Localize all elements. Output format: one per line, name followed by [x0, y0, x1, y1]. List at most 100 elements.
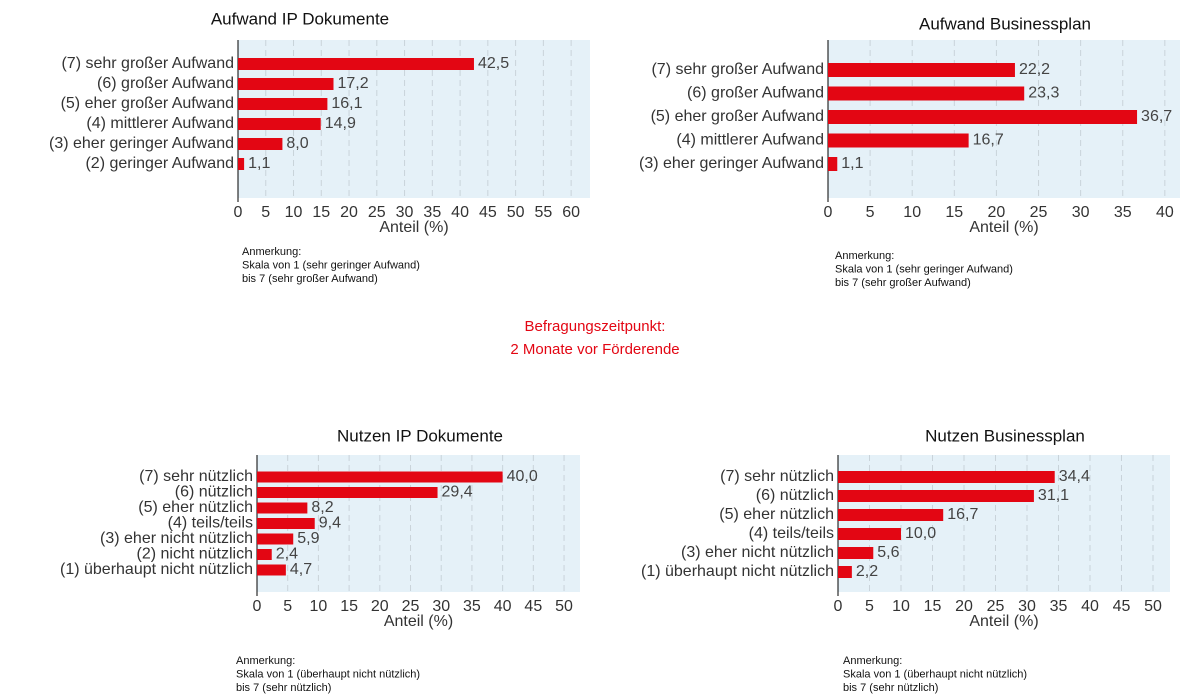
x-tick-label: 10: [310, 598, 328, 615]
y-tick-label: (6) großer Aufwand: [687, 85, 824, 102]
data-label: 40,0: [507, 468, 538, 485]
note: Skala von 1 (überhaupt nicht nützlich): [236, 668, 420, 680]
y-tick-label: (4) teils/teils: [749, 525, 834, 542]
note: bis 7 (sehr großer Aufwand): [835, 277, 971, 289]
x-tick-label: 20: [340, 204, 358, 221]
x-tick-label: 25: [368, 204, 386, 221]
bar: [257, 487, 438, 498]
bar: [257, 533, 294, 545]
y-tick-label: (4) mittlerer Aufwand: [86, 115, 234, 132]
x-tick-label: 5: [865, 598, 874, 615]
y-tick-label: (7) sehr großer Aufwand: [61, 55, 234, 72]
bar: [838, 566, 852, 578]
bar: [838, 490, 1034, 502]
bar: [257, 518, 315, 529]
note: Anmerkung:: [835, 250, 894, 262]
data-label: 16,1: [331, 95, 362, 112]
x-tick-label: 30: [1018, 598, 1036, 615]
bar: [238, 78, 334, 90]
data-label: 5,9: [297, 530, 319, 547]
note: Skala von 1 (überhaupt nicht nützlich): [843, 668, 1027, 680]
data-label: 22,2: [1019, 61, 1050, 78]
x-tick-label: 45: [1113, 598, 1131, 615]
y-tick-label: (7) sehr großer Aufwand: [651, 61, 824, 78]
note: Skala von 1 (sehr geringer Aufwand): [242, 259, 420, 271]
y-tick-label: (7) sehr nützlich: [720, 468, 834, 485]
x-tick-label: 5: [261, 204, 270, 221]
data-label: 23,3: [1028, 85, 1059, 102]
x-tick-label: 30: [432, 598, 450, 615]
x-tick-label: 55: [534, 204, 552, 221]
x-tick-label: 15: [312, 204, 330, 221]
data-label: 10,0: [905, 525, 936, 542]
x-tick-label: 20: [988, 204, 1006, 221]
x-tick-label: 10: [903, 204, 921, 221]
bar: [238, 98, 328, 110]
note: bis 7 (sehr nützlich): [236, 682, 331, 694]
y-tick-label: (5) eher nützlich: [719, 506, 834, 523]
x-axis-label: Anteil (%): [379, 219, 448, 236]
data-label: 16,7: [973, 132, 1004, 149]
x-tick-label: 40: [494, 598, 512, 615]
data-label: 8,2: [311, 499, 333, 516]
note: Anmerkung:: [236, 655, 295, 667]
bar: [838, 471, 1055, 483]
y-tick-label: (1) überhaupt nicht nützlich: [641, 563, 834, 580]
y-tick-label: (2) nicht nützlich: [137, 546, 254, 563]
bar: [838, 528, 901, 540]
note: Skala von 1 (sehr geringer Aufwand): [835, 263, 1013, 275]
chart-title: Aufwand IP Dokumente: [211, 9, 389, 28]
y-tick-label: (6) großer Aufwand: [97, 75, 234, 92]
annotation: Befragungszeitpunkt:: [525, 318, 666, 335]
bar: [828, 157, 838, 171]
data-label: 17,2: [337, 75, 368, 92]
x-tick-label: 45: [479, 204, 497, 221]
x-tick-label: 40: [1156, 204, 1174, 221]
x-tick-label: 50: [555, 598, 573, 615]
data-label: 36,7: [1141, 108, 1172, 125]
y-tick-label: (5) eher nützlich: [138, 499, 253, 516]
x-tick-label: 45: [524, 598, 542, 615]
bar: [257, 471, 503, 483]
x-tick-label: 50: [507, 204, 525, 221]
x-tick-label: 25: [402, 598, 420, 615]
data-label: 1,1: [248, 155, 270, 172]
data-label: 16,7: [947, 506, 978, 523]
x-tick-label: 35: [423, 204, 441, 221]
data-label: 5,6: [877, 544, 899, 561]
y-tick-label: (5) eher großer Aufwand: [651, 108, 824, 125]
x-tick-label: 35: [463, 598, 481, 615]
x-tick-label: 5: [866, 204, 875, 221]
chart-title: Nutzen Businessplan: [925, 426, 1085, 445]
bar: [828, 133, 969, 148]
x-tick-label: 0: [834, 598, 843, 615]
data-label: 9,4: [319, 515, 341, 532]
bar: [257, 564, 286, 576]
y-tick-label: (7) sehr nützlich: [139, 468, 253, 485]
x-tick-label: 5: [283, 598, 292, 615]
chart-title: Aufwand Businessplan: [919, 14, 1091, 33]
x-tick-label: 25: [1030, 204, 1048, 221]
x-tick-label: 20: [955, 598, 973, 615]
x-tick-label: 35: [1114, 204, 1132, 221]
data-label: 14,9: [325, 115, 356, 132]
note: Anmerkung:: [843, 655, 902, 667]
x-tick-label: 10: [892, 598, 910, 615]
note: Anmerkung:: [242, 246, 301, 258]
bar: [838, 547, 874, 559]
bar: [238, 58, 474, 70]
x-tick-label: 35: [1050, 598, 1068, 615]
x-tick-label: 60: [562, 204, 580, 221]
bar: [828, 86, 1025, 101]
y-tick-label: (3) eher geringer Aufwand: [639, 155, 824, 172]
data-label: 31,1: [1038, 487, 1069, 504]
y-tick-label: (5) eher großer Aufwand: [61, 95, 234, 112]
data-label: 2,4: [276, 546, 298, 563]
data-label: 8,0: [286, 135, 308, 152]
x-tick-label: 50: [1144, 598, 1162, 615]
y-tick-label: (1) überhaupt nicht nützlich: [60, 561, 253, 578]
bar: [828, 110, 1138, 124]
x-tick-label: 30: [396, 204, 414, 221]
data-label: 42,5: [478, 55, 509, 72]
